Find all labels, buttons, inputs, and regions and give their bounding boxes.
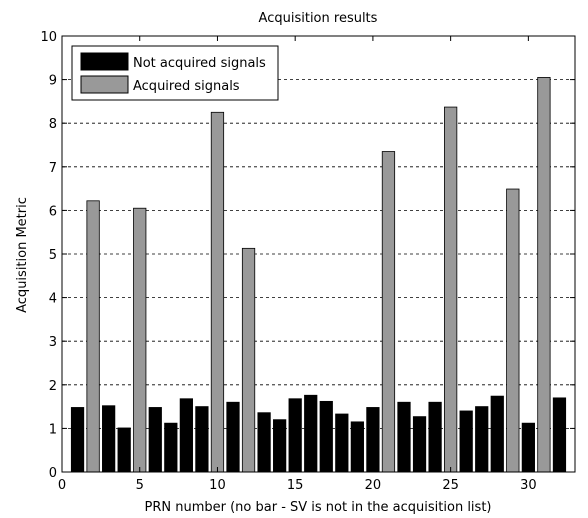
bar-not-acquired [428, 401, 442, 473]
bars [70, 77, 567, 473]
y-tick-label: 1 [49, 422, 57, 437]
bar-not-acquired [366, 407, 380, 473]
x-tick-label: 20 [365, 478, 382, 493]
bar-acquired [506, 188, 520, 473]
y-tick-label: 3 [49, 335, 57, 350]
bar-not-acquired [304, 394, 318, 473]
x-axis-label: PRN number (no bar - SV is not in the ac… [145, 500, 492, 515]
bar-not-acquired [335, 413, 349, 473]
y-axis-label: Acquisition Metric [15, 197, 30, 313]
bar-not-acquired [195, 406, 209, 473]
bar-not-acquired [117, 427, 131, 473]
legend: Not acquired signals Acquired signals [71, 45, 279, 101]
y-tick-label: 6 [49, 204, 57, 219]
x-tick-label: 5 [136, 478, 144, 493]
y-tick-label: 8 [49, 117, 57, 132]
bar-acquired [210, 111, 225, 473]
x-tick-label: 10 [209, 478, 226, 493]
bar-acquired [444, 106, 458, 473]
y-axis-ticks: 0 1 2 3 4 5 6 7 8 9 10 [40, 30, 575, 481]
bar-not-acquired [319, 400, 333, 473]
bar-acquired [86, 200, 100, 473]
bar-not-acquired [273, 419, 287, 473]
bar-not-acquired [148, 407, 162, 473]
x-tick-label: 25 [442, 478, 459, 493]
bar-acquired [133, 207, 147, 473]
y-tick-label: 9 [49, 74, 57, 89]
y-tick-label: 10 [40, 30, 57, 45]
bar-not-acquired [490, 395, 504, 473]
bar-not-acquired [459, 410, 473, 473]
y-tick-label: 7 [49, 161, 57, 176]
bar-not-acquired [102, 405, 116, 473]
bar-acquired [381, 151, 396, 473]
legend-swatch-acquired [80, 75, 129, 94]
bar-not-acquired [179, 398, 193, 473]
y-tick-label: 0 [49, 466, 57, 481]
bar-not-acquired [226, 401, 240, 473]
x-tick-label: 30 [520, 478, 537, 493]
legend-swatch-not-acquired [80, 52, 129, 71]
y-tick-label: 4 [49, 292, 57, 307]
bar-not-acquired [521, 422, 535, 473]
x-axis-ticks: 0 5 10 15 20 25 30 [58, 36, 537, 493]
y-tick-label: 2 [49, 379, 57, 394]
x-tick-label: 15 [287, 478, 304, 493]
legend-label-not-acquired: Not acquired signals [133, 56, 266, 71]
chart-title: Acquisition results [259, 11, 378, 26]
bar-not-acquired [257, 412, 271, 473]
bar-not-acquired [70, 407, 85, 473]
bar-not-acquired [350, 421, 364, 473]
bar-not-acquired [475, 406, 489, 473]
bar-acquired [537, 77, 551, 473]
bar-not-acquired [397, 401, 411, 473]
y-tick-label: 5 [49, 248, 57, 263]
legend-label-acquired: Acquired signals [133, 79, 240, 94]
bar-acquired [241, 247, 256, 473]
bar-not-acquired [288, 398, 302, 473]
x-tick-label: 0 [58, 478, 66, 493]
bar-not-acquired [552, 397, 567, 473]
bar-not-acquired [164, 422, 178, 473]
bar-not-acquired [412, 416, 427, 473]
